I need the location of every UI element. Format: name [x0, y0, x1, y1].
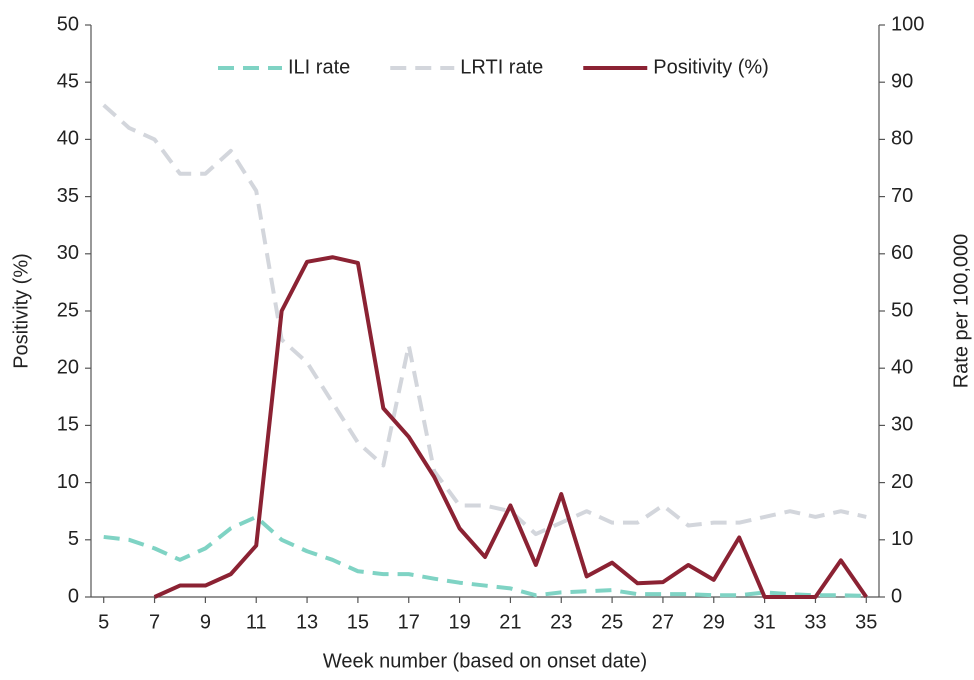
x-tick-label: 35 [855, 611, 877, 633]
x-tick-label: 15 [347, 611, 369, 633]
x-tick-label: 27 [652, 611, 674, 633]
y-tick-label: 35 [57, 185, 79, 207]
y2-tick-label: 50 [891, 299, 913, 321]
y2-tick-label: 80 [891, 128, 913, 150]
x-tick-label: 11 [246, 611, 267, 633]
x-tick-label: 31 [753, 611, 775, 633]
y2-tick-label: 10 [891, 528, 913, 550]
y-tick-label: 20 [57, 356, 79, 378]
y2-tick-label: 20 [891, 471, 913, 493]
series-line [153, 255, 868, 599]
y-tick-label: 0 [68, 585, 79, 607]
legend-label: LRTI rate [460, 56, 543, 78]
x-tick-label: 19 [448, 611, 470, 633]
y2-tick-label: 60 [891, 242, 913, 264]
legend-label: ILI rate [288, 56, 350, 78]
series-line [102, 103, 867, 537]
y-tick-label: 25 [57, 299, 79, 321]
x-tick-label: 5 [98, 611, 109, 633]
x-axis-label: Week number (based on onset date) [323, 650, 647, 672]
x-tick-label: 13 [296, 611, 318, 633]
y2-axis-label: Rate per 100,000 [950, 234, 972, 389]
y-tick-label: 10 [57, 471, 79, 493]
y-tick-label: 15 [57, 414, 79, 436]
series-line [103, 514, 867, 598]
x-tick-label: 9 [200, 611, 211, 633]
x-tick-label: 7 [149, 611, 160, 633]
y-tick-label: 5 [68, 528, 79, 550]
y2-tick-label: 70 [891, 185, 913, 207]
y2-tick-label: 100 [891, 13, 924, 35]
y2-tick-label: 90 [891, 70, 913, 92]
y-axis-label: Positivity (%) [10, 253, 32, 369]
legend-label: Positivity (%) [653, 56, 769, 78]
y-tick-label: 30 [57, 242, 79, 264]
y-tick-label: 40 [57, 128, 79, 150]
y-tick-label: 45 [57, 70, 79, 92]
x-tick-label: 23 [550, 611, 572, 633]
x-tick-label: 17 [398, 611, 420, 633]
y2-tick-label: 40 [891, 356, 913, 378]
x-tick-label: 33 [804, 611, 826, 633]
x-tick-label: 29 [703, 611, 725, 633]
y-tick-label: 50 [57, 13, 79, 35]
x-tick-label: 25 [601, 611, 623, 633]
x-tick-label: 21 [499, 611, 521, 633]
y2-tick-label: 30 [891, 414, 913, 436]
y2-tick-label: 0 [891, 585, 902, 607]
